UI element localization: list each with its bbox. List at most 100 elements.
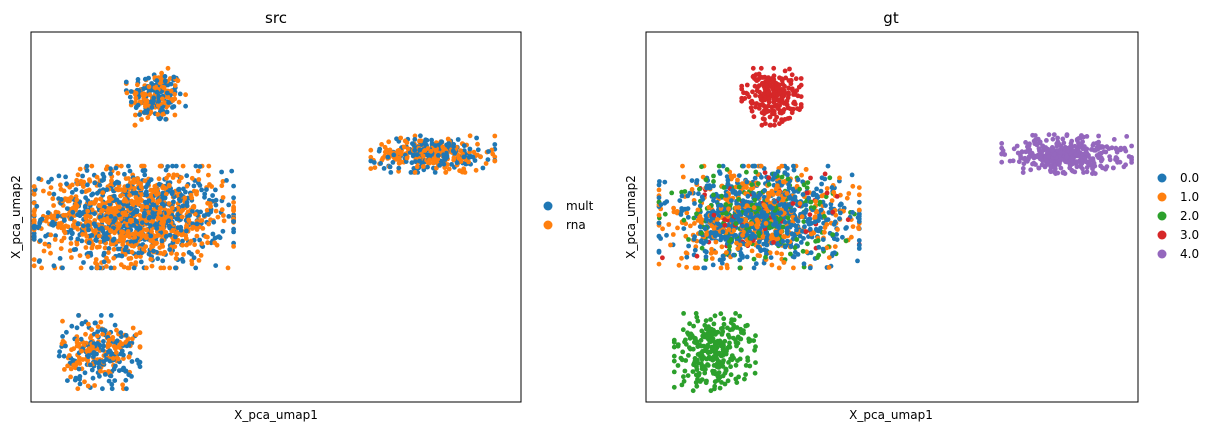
scatter-point — [111, 236, 117, 242]
scatter-point — [716, 374, 722, 380]
scatter-point — [83, 245, 89, 250]
scatter-point — [85, 254, 91, 259]
scatter-point — [811, 190, 817, 196]
scatter-point — [1028, 167, 1034, 173]
scatter-point — [166, 223, 172, 229]
scatter-point — [82, 379, 87, 385]
scatter-point — [1050, 136, 1056, 142]
scatter-point — [679, 206, 685, 211]
scatter-point — [167, 232, 173, 238]
scatter-point — [60, 334, 65, 339]
scatter-point — [150, 239, 156, 245]
scatter-point — [740, 202, 746, 208]
scatter-point — [87, 200, 93, 206]
scatter-point — [817, 199, 823, 205]
scatter-point — [724, 250, 729, 255]
scatter-point — [421, 153, 426, 159]
scatter-point — [163, 234, 169, 239]
scatter-point — [96, 233, 102, 239]
scatter-point — [162, 78, 168, 84]
scatter-point — [856, 192, 862, 198]
scatter-point — [802, 224, 807, 230]
scatter-point — [1023, 140, 1028, 145]
scatter-point — [100, 331, 105, 337]
scatter-point — [708, 218, 713, 224]
scatter-point — [155, 191, 161, 196]
scatter-point — [1114, 147, 1119, 152]
scatter-point — [229, 168, 235, 174]
scatter-point — [115, 170, 121, 176]
scatter-point — [683, 250, 689, 256]
scatter-point — [31, 257, 37, 262]
scatter-point — [417, 147, 423, 153]
scatter-point — [703, 318, 709, 324]
scatter-point — [1080, 152, 1085, 157]
scatter-point — [124, 90, 130, 96]
scatter-point — [73, 247, 79, 252]
scatter-point — [79, 211, 85, 217]
scatter-point — [172, 91, 178, 97]
scatter-point — [115, 246, 121, 252]
scatter-point — [377, 146, 383, 152]
scatter-point — [696, 371, 701, 377]
scatter-point — [1007, 158, 1013, 164]
scatter-point — [461, 143, 467, 149]
scatter-point — [808, 175, 813, 181]
scatter-point — [748, 211, 754, 217]
scatter-point — [137, 225, 143, 231]
scatter-point — [74, 197, 80, 203]
scatter-point — [830, 209, 836, 215]
scatter-point — [61, 224, 67, 230]
scatter-point — [1096, 133, 1101, 139]
scatter-point — [717, 171, 723, 176]
scatter-point — [85, 321, 91, 327]
scatter-point — [695, 357, 700, 363]
scatter-point — [135, 102, 141, 108]
scatter-point — [798, 76, 804, 81]
scatter-point — [711, 363, 717, 368]
scatter-point — [766, 225, 772, 230]
scatter-point — [398, 159, 404, 165]
scatter-point — [756, 192, 762, 198]
scatter-point — [157, 206, 163, 211]
scatter-point — [688, 346, 693, 352]
scatter-point — [1089, 147, 1094, 152]
scatter-point — [793, 216, 799, 222]
scatter-point — [191, 183, 197, 189]
scatter-point — [118, 187, 124, 193]
scatter-point — [139, 192, 145, 197]
scatter-point — [803, 167, 809, 172]
scatter-point — [94, 238, 99, 244]
scatter-point — [763, 121, 768, 126]
scatter-point — [98, 313, 104, 318]
scatter-point — [417, 158, 422, 164]
scatter-point — [183, 189, 188, 195]
scatter-point — [52, 237, 58, 242]
scatter-point — [378, 161, 383, 166]
scatter-point — [786, 85, 791, 91]
scatter-point — [93, 260, 98, 266]
scatter-point — [71, 362, 77, 368]
scatter-point — [829, 185, 835, 190]
scatter-point — [140, 204, 145, 210]
scatter-point — [368, 158, 374, 164]
scatter-point — [149, 105, 155, 110]
scatter-point — [728, 237, 734, 243]
scatter-point — [87, 362, 93, 368]
scatter-point — [166, 182, 172, 188]
scatter-point — [710, 331, 716, 337]
plot-frame — [30, 31, 522, 403]
scatter-point — [804, 190, 810, 196]
scatter-point — [108, 166, 113, 172]
scatter-point — [471, 149, 477, 155]
scatter-point — [753, 344, 758, 350]
scatter-point — [42, 241, 48, 247]
scatter-point — [701, 334, 707, 340]
scatter-point — [832, 244, 838, 250]
scatter-point — [79, 238, 85, 244]
scatter-point — [174, 172, 180, 178]
scatter-point — [165, 65, 171, 71]
scatter-point — [98, 196, 103, 202]
scatter-point — [738, 217, 744, 223]
scatter-point — [752, 234, 758, 239]
